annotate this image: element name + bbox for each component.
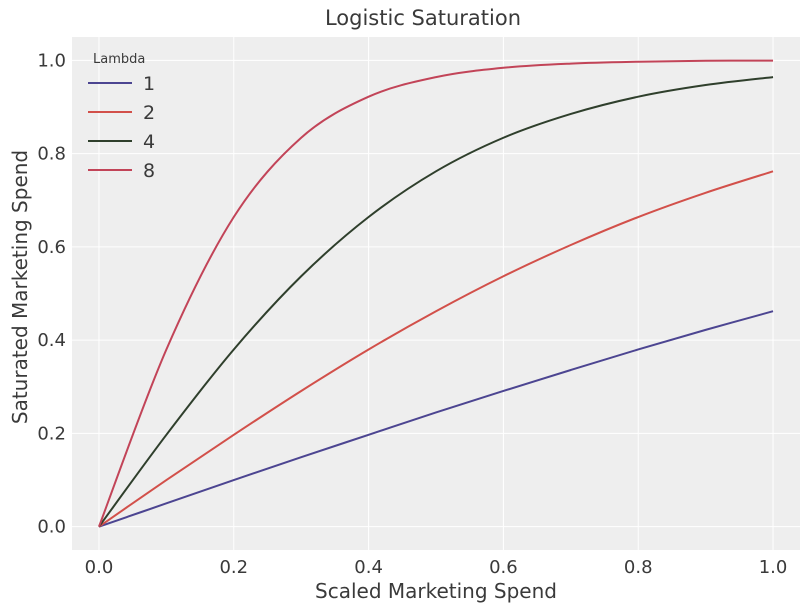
y-tick-label: 0.8: [37, 144, 66, 165]
x-tick-label: 0.0: [85, 557, 114, 578]
y-tick-label: 0.0: [37, 517, 66, 538]
grid: [72, 37, 800, 550]
legend-label-8: 8: [143, 160, 155, 182]
x-axis-label: Scaled Marketing Spend: [315, 579, 557, 603]
y-tick-label: 0.2: [37, 423, 66, 444]
legend-label-1: 1: [143, 73, 155, 95]
x-tick-label: 0.8: [624, 557, 653, 578]
y-ticks: 0.0 0.2 0.4 0.6 0.8 1.0: [37, 50, 66, 537]
x-tick-label: 0.2: [219, 557, 248, 578]
series-line-2: [98, 170, 774, 528]
legend-label-2: 2: [143, 102, 155, 124]
x-tick-label: 0.4: [354, 557, 383, 578]
y-tick-label: 1.0: [37, 50, 66, 71]
legend-title: Lambda: [93, 52, 145, 67]
y-tick-label: 0.6: [37, 237, 66, 258]
x-tick-label: 0.6: [489, 557, 518, 578]
series-line-4: [98, 76, 774, 528]
legend: Lambda 1 2 4 8: [88, 52, 155, 182]
legend-label-4: 4: [143, 131, 155, 153]
plot-background: [72, 37, 800, 550]
y-axis-label: Saturated Marketing Spend: [8, 150, 32, 424]
series-line-1: [98, 310, 774, 528]
x-tick-label: 1.0: [759, 557, 788, 578]
x-ticks: 0.0 0.2 0.4 0.6 0.8 1.0: [85, 557, 788, 578]
series-layer: [98, 59, 774, 528]
y-tick-label: 0.4: [37, 330, 66, 351]
series-line-8: [98, 59, 774, 528]
chart-title: Logistic Saturation: [325, 6, 521, 30]
